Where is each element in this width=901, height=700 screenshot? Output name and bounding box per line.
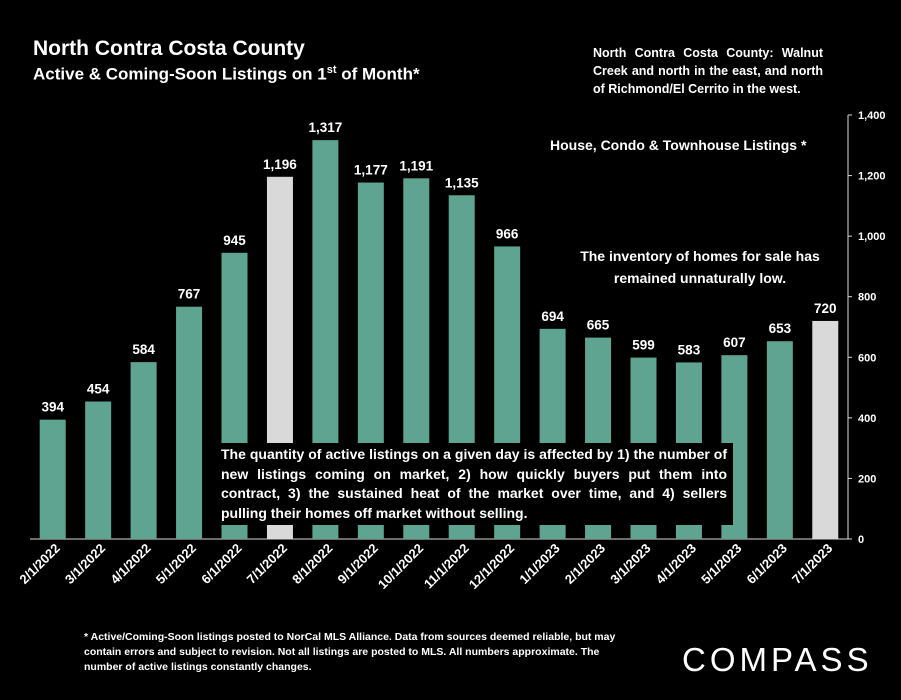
chart-title: North Contra Costa County bbox=[33, 37, 305, 60]
bar-value-label: 584 bbox=[132, 342, 155, 357]
x-tick-label: 6/1/2023 bbox=[744, 541, 790, 587]
bar bbox=[130, 362, 157, 539]
y-tick-label: 1,400 bbox=[858, 110, 886, 122]
inventory-note: The inventory of homes for sale has rema… bbox=[580, 248, 820, 286]
bar-value-label: 583 bbox=[678, 342, 701, 357]
subtitle-superscript: st bbox=[326, 64, 337, 76]
x-tick-label: 9/1/2022 bbox=[335, 541, 381, 587]
x-tick-label: 3/1/2023 bbox=[607, 541, 653, 587]
bar bbox=[766, 341, 793, 539]
bar bbox=[85, 401, 112, 539]
x-tick-label: 5/1/2022 bbox=[153, 541, 199, 587]
bar-value-label: 1,317 bbox=[308, 120, 342, 135]
subtitle-suffix: of Month* bbox=[336, 64, 420, 84]
bar-value-label: 694 bbox=[541, 309, 564, 324]
bar-value-label: 1,177 bbox=[354, 163, 388, 178]
x-tick-label: 8/1/2022 bbox=[289, 541, 335, 587]
bar-value-label: 1,191 bbox=[399, 158, 433, 173]
bar-value-label: 599 bbox=[632, 338, 655, 353]
x-tick-label: 10/1/2022 bbox=[375, 541, 427, 593]
legend-note: House, Condo & Townhouse Listings * bbox=[550, 137, 807, 153]
y-tick-label: 400 bbox=[858, 413, 876, 425]
bar bbox=[176, 306, 203, 539]
x-tick-label: 7/1/2023 bbox=[789, 541, 835, 587]
x-tick-label: 4/1/2022 bbox=[107, 541, 153, 587]
y-tick-label: 1,200 bbox=[858, 171, 886, 183]
x-tick-label: 1/1/2023 bbox=[516, 541, 562, 587]
x-tick-label: 5/1/2023 bbox=[698, 541, 744, 587]
y-tick-label: 200 bbox=[858, 473, 876, 485]
bar-value-label: 1,135 bbox=[445, 175, 479, 190]
bar-value-label: 454 bbox=[87, 382, 110, 397]
x-tick-label: 11/1/2022 bbox=[421, 541, 472, 592]
bar-value-label: 665 bbox=[587, 318, 610, 333]
bar-value-label: 1,196 bbox=[263, 157, 297, 172]
bar-value-label: 394 bbox=[41, 400, 64, 415]
bar-value-label: 653 bbox=[769, 321, 792, 336]
y-tick-label: 800 bbox=[858, 292, 876, 304]
x-tick-label: 6/1/2022 bbox=[198, 541, 244, 587]
bar-value-label: 720 bbox=[814, 301, 837, 316]
bar-value-label: 607 bbox=[723, 335, 746, 350]
bar-value-label: 767 bbox=[178, 287, 201, 302]
bar-value-label: 945 bbox=[223, 233, 246, 248]
chart-subtitle: Active & Coming-Soon Listings on 1st of … bbox=[33, 64, 420, 85]
bar bbox=[39, 419, 66, 539]
subtitle-text: Active & Coming-Soon Listings on 1 bbox=[33, 64, 327, 84]
footnote: * Active/Coming-Soon listings posted to … bbox=[84, 631, 616, 673]
y-tick-label: 600 bbox=[858, 352, 876, 364]
y-tick-label: 0 bbox=[858, 534, 864, 546]
x-tick-label: 4/1/2023 bbox=[653, 541, 699, 587]
x-tick-label: 2/1/2023 bbox=[562, 541, 608, 587]
x-tick-label: 7/1/2022 bbox=[244, 541, 290, 587]
bar bbox=[812, 320, 839, 539]
quantity-note: The quantity of active listings on a giv… bbox=[215, 443, 733, 525]
x-tick-label: 2/1/2022 bbox=[16, 541, 62, 587]
x-tick-label: 12/1/2022 bbox=[466, 541, 518, 593]
compass-logo: COMPASS bbox=[682, 641, 873, 678]
region-note: North Contra Costa County: Walnut Creek … bbox=[593, 46, 823, 96]
bar-value-label: 966 bbox=[496, 226, 519, 241]
x-tick-label: 3/1/2022 bbox=[62, 541, 108, 587]
y-tick-label: 1,000 bbox=[858, 231, 886, 243]
